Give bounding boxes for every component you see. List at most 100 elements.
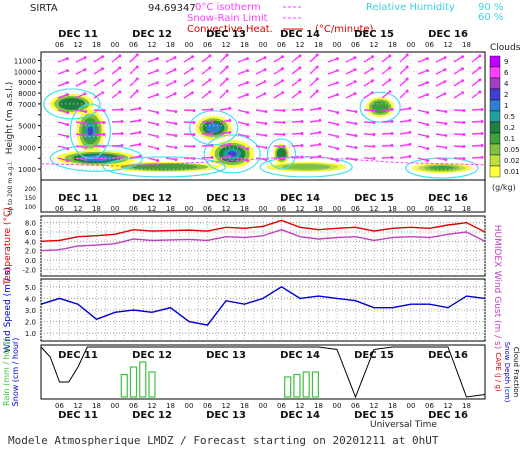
- wind-arrow-head: [173, 80, 177, 84]
- hour-tick-label: 18: [92, 41, 101, 49]
- hour-tick-label: 12: [222, 41, 231, 49]
- y-tick-label: 6.0: [25, 229, 36, 237]
- height-axis-label: Height (m a.s.l.): [5, 82, 15, 155]
- wind-arrow-head: [370, 79, 374, 83]
- wind-arrow: [417, 57, 428, 63]
- height-tick-label: 8000: [18, 90, 36, 98]
- wind-arrow: [183, 109, 195, 112]
- wind-arrow-head: [354, 158, 358, 162]
- cloud-contour: [282, 163, 331, 170]
- cloud-legend-label: 0.01: [504, 168, 520, 176]
- wind-arrow-head: [228, 106, 232, 110]
- cloud-legend-swatch: [489, 165, 501, 178]
- wind-arrow: [399, 90, 408, 99]
- hour-tick-label: 18: [166, 402, 175, 410]
- wind-arrow-head: [263, 56, 267, 60]
- wind-arrow: [57, 145, 68, 150]
- wind-arrow: [471, 55, 481, 63]
- wind-arrow: [129, 119, 140, 123]
- wind-arrow-head: [225, 89, 229, 93]
- wind-arrow: [381, 79, 391, 87]
- wind-arrow-head: [353, 68, 357, 72]
- wind-arrow: [165, 56, 176, 63]
- hour-tick-label: 18: [462, 205, 471, 213]
- wind-arrow: [453, 92, 463, 99]
- wind-arrow-head: [66, 135, 70, 139]
- wind-arrow-head: [118, 78, 122, 82]
- hour-tick-label: 06: [425, 205, 434, 213]
- hour-tick-label: 06: [351, 205, 360, 213]
- wind-arrow: [291, 67, 301, 75]
- wind-arrow: [471, 108, 483, 111]
- hour-tick-label: 12: [370, 205, 379, 213]
- wind-arrow-head: [443, 92, 447, 96]
- wind-arrow-head: [282, 109, 286, 113]
- y-tick-label: 0.0: [25, 257, 36, 265]
- wind-arrow-head: [66, 159, 70, 163]
- cloud-legend-label: 0.5: [504, 113, 515, 121]
- hour-tick-label: 00: [259, 205, 268, 213]
- wind-arrow: [399, 78, 408, 87]
- wind-arrow-head: [66, 111, 70, 115]
- wind-arrow-head: [246, 147, 250, 151]
- clouds-legend-unit: (g/kg): [492, 183, 516, 192]
- cloud-legend-swatch: [489, 154, 501, 167]
- wind-arrow: [75, 56, 86, 63]
- hour-tick-label: 18: [166, 205, 175, 213]
- wind-arrow-head: [372, 109, 376, 113]
- snow-rain-label: Snow-Rain Limit: [187, 13, 268, 24]
- wind-arrow-head: [318, 154, 322, 158]
- wind-arrow-head: [102, 133, 106, 137]
- hour-tick-label: 00: [333, 205, 342, 213]
- hour-tick-label: 06: [129, 205, 138, 213]
- wind-arrow: [291, 144, 303, 147]
- wind-arrow-head: [155, 93, 159, 97]
- wind-arrow: [183, 68, 193, 75]
- hour-tick-label: 12: [222, 205, 231, 213]
- wind-arrow-head: [228, 142, 232, 146]
- hour-tick-label: 18: [462, 41, 471, 49]
- wind-speed-axis-label: Wind Speed (m / s): [3, 267, 13, 353]
- wind-arrow: [381, 144, 393, 147]
- wind-arrow-head: [390, 119, 394, 123]
- cloud-contour: [87, 126, 94, 136]
- wind-arrow-head: [245, 57, 249, 61]
- wind-arrow-head: [405, 65, 409, 69]
- wind-arrow-head: [460, 55, 464, 59]
- wind-arrow: [273, 145, 285, 148]
- wind-arrow-head: [336, 123, 340, 127]
- wind-arrow-head: [66, 123, 70, 127]
- wind-arrow: [381, 108, 393, 111]
- wind-arrow: [129, 131, 140, 135]
- wind-arrow-head: [462, 109, 466, 113]
- rh-60-label: 60 %: [478, 12, 503, 23]
- wind-arrow: [129, 143, 140, 147]
- wind-arrow: [417, 121, 428, 126]
- wind-arrow: [93, 145, 105, 148]
- wind-arrow-head: [102, 121, 106, 125]
- hour-tick-label: 06: [55, 402, 64, 410]
- wind-arrow-head: [298, 78, 302, 82]
- day-tick-label: DEC 15: [354, 350, 394, 361]
- hour-tick-label: 00: [111, 205, 120, 213]
- hour-tick-label: 00: [111, 41, 120, 49]
- cloud-legend-swatch: [489, 88, 501, 101]
- wind-arrow-head: [335, 57, 339, 61]
- wind-arrow-head: [480, 131, 484, 135]
- day-tick-label: DEC 13: [206, 29, 246, 40]
- wind-arrow-head: [245, 93, 249, 97]
- wind-arrow-head: [335, 93, 339, 97]
- wind-arrow-head: [354, 122, 358, 126]
- hour-tick-label: 18: [92, 205, 101, 213]
- wind-arrow: [453, 145, 465, 148]
- wind-arrow-head: [264, 110, 268, 114]
- wind-arrow-head: [228, 118, 232, 122]
- wind-arrow: [165, 145, 176, 149]
- wind-arrow: [291, 108, 303, 111]
- wind-arrow-head: [210, 107, 214, 111]
- wind-arrow-head: [408, 130, 412, 134]
- wind-arrow: [435, 121, 446, 125]
- wind-arrow: [273, 133, 285, 136]
- wind-arrow-head: [245, 69, 249, 73]
- wind-arrow: [93, 109, 105, 112]
